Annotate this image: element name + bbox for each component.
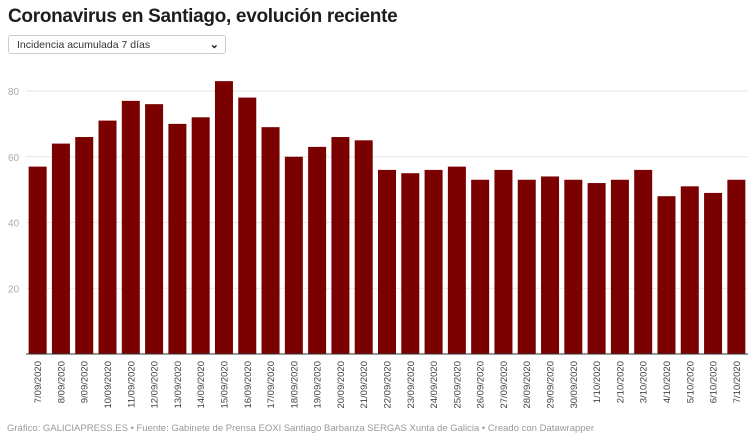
bar <box>401 173 420 354</box>
x-tick-label: 29/09/2020 <box>546 361 557 409</box>
y-tick-label: 20 <box>8 284 20 295</box>
x-tick-label: 10/09/2020 <box>103 361 114 409</box>
x-tick-label: 17/09/2020 <box>266 361 277 409</box>
bar <box>308 146 327 354</box>
x-tick-label: 3/10/2020 <box>639 361 650 403</box>
bar <box>378 169 396 354</box>
x-tick-label: 7/09/2020 <box>33 361 44 403</box>
bar <box>634 169 653 354</box>
x-tick-label: 25/09/2020 <box>452 361 463 409</box>
bar <box>75 137 94 354</box>
bar <box>331 137 350 354</box>
x-tick-label: 2/10/2020 <box>615 361 626 403</box>
x-tick-label: 9/09/2020 <box>80 361 91 403</box>
y-tick-label: 60 <box>8 153 20 164</box>
x-tick-label: 8/09/2020 <box>56 361 67 403</box>
x-tick-label: 24/09/2020 <box>429 361 440 409</box>
x-tick-label: 30/09/2020 <box>569 361 580 409</box>
metric-dropdown[interactable]: Incidencia acumulada 7 días ⌄ <box>8 35 226 54</box>
bar <box>284 156 303 354</box>
bar <box>238 97 257 354</box>
bar <box>354 140 373 354</box>
chart-footer: Gráfico: GALICIAPRESS.ES • Fuente: Gabin… <box>7 423 594 434</box>
x-tick-label: 19/09/2020 <box>313 361 324 409</box>
bar <box>51 143 70 354</box>
bar-chart: 20 40 60 80 7/09/2020 8/09/2020 9/09/2020 10/09… <box>8 81 748 409</box>
page-title: Coronavirus en Santiago, evolución recie… <box>8 6 398 27</box>
x-tick-label: 13/09/2020 <box>173 361 184 409</box>
y-tick-label: 40 <box>8 219 20 230</box>
x-tick-label: 23/09/2020 <box>406 361 417 409</box>
bar <box>191 117 210 354</box>
bar <box>424 169 443 354</box>
x-tick-label: 14/09/2020 <box>196 361 207 409</box>
x-tick-label: 11/09/2020 <box>126 361 137 408</box>
bar <box>261 127 280 354</box>
chevron-down-icon: ⌄ <box>209 39 219 51</box>
x-tick-label: 15/09/2020 <box>219 361 230 409</box>
x-tick-label: 27/09/2020 <box>499 361 510 409</box>
bar <box>494 169 513 354</box>
x-tick-label: 4/10/2020 <box>662 361 673 403</box>
bar <box>98 120 117 355</box>
x-tick-label: 5/10/2020 <box>685 361 696 403</box>
bar <box>121 100 140 354</box>
x-tick-label: 26/09/2020 <box>476 361 487 409</box>
bar <box>727 179 746 354</box>
dropdown-selected: Incidencia acumulada 7 días <box>17 39 151 51</box>
x-tick-label: 28/09/2020 <box>522 361 533 409</box>
x-tick-label: 18/09/2020 <box>289 361 300 409</box>
bar <box>610 179 629 354</box>
bar <box>657 196 676 354</box>
bar <box>447 166 466 354</box>
x-tick-label: 1/10/2020 <box>592 361 603 403</box>
x-tick-label: 12/09/2020 <box>150 361 161 409</box>
x-tick-label: 20/09/2020 <box>336 361 347 409</box>
bar <box>704 192 723 354</box>
x-tick-label: 7/10/2020 <box>732 361 743 403</box>
bar <box>145 104 164 355</box>
bar <box>517 179 536 354</box>
bar <box>680 186 699 354</box>
bar <box>168 123 187 354</box>
x-tick-label: 22/09/2020 <box>383 361 394 409</box>
x-tick-label: 6/10/2020 <box>709 361 720 403</box>
y-tick-label: 80 <box>8 87 20 98</box>
bar <box>214 81 233 354</box>
x-tick-label: 21/09/2020 <box>359 361 370 409</box>
bar <box>587 183 606 354</box>
bar <box>541 176 560 354</box>
x-tick-label: 16/09/2020 <box>243 361 254 409</box>
bar <box>564 179 583 354</box>
bar <box>28 166 47 354</box>
bar <box>471 179 490 354</box>
